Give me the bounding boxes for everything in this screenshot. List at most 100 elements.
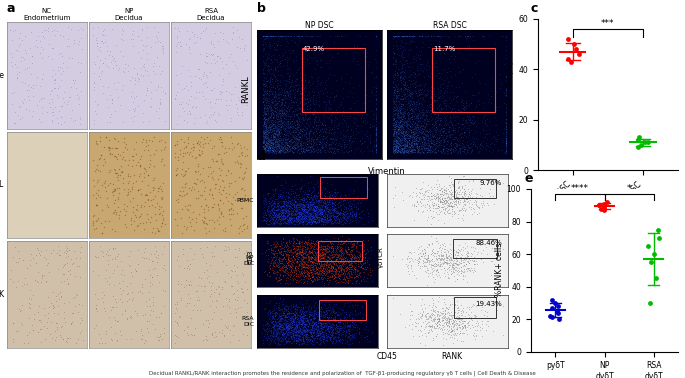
Point [277,136,288,142]
Point [440,311,451,317]
Point [270,64,281,70]
Point [327,206,338,212]
Point [280,208,291,214]
Point [273,112,284,118]
Point [501,116,512,122]
Point [301,199,312,205]
Point [34,317,45,323]
Point [270,130,281,136]
Point [465,149,476,155]
Point [264,33,275,39]
Point [210,297,221,304]
Point [409,113,420,119]
Point [36,96,47,102]
Point [278,199,289,205]
Point [437,253,448,259]
Point [269,133,279,139]
Point [275,322,286,328]
Point [416,196,427,202]
Point [392,143,403,149]
Point [371,92,382,98]
Point [310,119,321,125]
Point [299,327,310,333]
Point [412,54,423,60]
Point [328,72,339,78]
Point [260,121,271,127]
Point [267,191,278,197]
Point [298,304,309,310]
Y-axis label: Isotype: Isotype [0,71,4,80]
Point [456,268,466,274]
Point [299,101,310,107]
Point [306,259,317,265]
Point [283,313,294,319]
Point [422,146,433,152]
Point [286,200,297,206]
Point [336,192,347,198]
Point [262,140,273,146]
Point [344,138,355,144]
Point [312,180,323,186]
Point [426,147,437,153]
Point [316,337,327,343]
Point [406,147,417,153]
Point [314,251,325,257]
Point [263,113,274,119]
Point [303,264,314,270]
Point [322,218,333,224]
Point [290,246,301,253]
Point [287,149,298,155]
Point [192,138,203,144]
Point [284,335,295,341]
Point [290,217,301,223]
Point [417,257,428,263]
Point [182,324,192,330]
Point [301,93,312,99]
Point [298,199,309,205]
Point [262,114,273,120]
Point [274,314,285,321]
Point [301,103,312,109]
Point [414,129,425,135]
Point [332,215,343,222]
Point [269,329,280,335]
Point [298,206,309,212]
Point [325,221,336,227]
Point [299,131,310,137]
Point [88,325,99,331]
Point [351,178,362,184]
Point [343,313,354,319]
Point [240,248,251,254]
Point [290,132,301,138]
Point [269,147,280,153]
Point [325,195,336,201]
Point [299,211,310,217]
Point [409,33,420,39]
Point [308,329,319,335]
Point [266,218,277,225]
Point [453,262,464,268]
Point [312,195,323,201]
Point [308,140,319,146]
Point [278,199,289,205]
Point [345,144,356,150]
Point [282,119,293,125]
Point [333,210,344,216]
Point [319,200,329,206]
Point [264,114,275,120]
Point [316,267,327,273]
Point [258,139,269,146]
Point [101,248,112,254]
Point [412,311,423,318]
Point [262,192,273,198]
Point [316,329,327,335]
Point [343,262,354,268]
Point [445,149,456,155]
Point [327,307,338,313]
Point [396,124,407,130]
Point [332,189,342,195]
Point [310,299,321,305]
Point [262,147,273,153]
Point [112,152,123,158]
Point [393,138,403,144]
